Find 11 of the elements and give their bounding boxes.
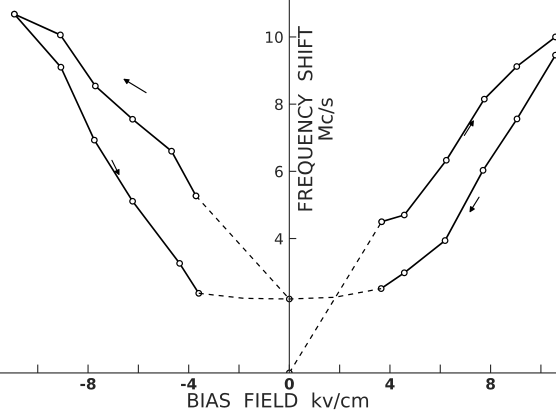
y-axis-title: FREQUENCY SHIFT Mc/s — [298, 26, 334, 211]
y-tick-label: 6 — [275, 166, 283, 178]
x-tick-label: -4 — [181, 378, 196, 390]
x-tick-label: -8 — [80, 378, 96, 390]
x-tick-label: 4 — [385, 378, 395, 390]
x-axis-title: BIAS FIELD kv/cm — [188, 392, 368, 410]
y-tick-label: 10 — [266, 31, 283, 43]
y-tick-label: 8 — [275, 98, 283, 110]
y-tick-label: 4 — [274, 233, 283, 244]
x-tick-label: 8 — [486, 378, 495, 390]
x-tick-label: 0 — [284, 378, 294, 390]
